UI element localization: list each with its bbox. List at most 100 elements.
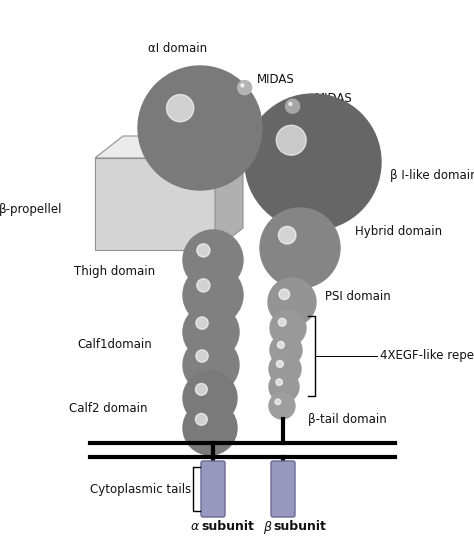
Circle shape bbox=[275, 339, 294, 358]
Circle shape bbox=[166, 94, 194, 122]
Circle shape bbox=[185, 232, 239, 286]
Circle shape bbox=[288, 102, 296, 110]
Circle shape bbox=[241, 84, 247, 90]
Circle shape bbox=[184, 338, 237, 392]
Circle shape bbox=[241, 84, 246, 89]
Text: PSI domain: PSI domain bbox=[325, 291, 391, 303]
Circle shape bbox=[295, 144, 302, 151]
Circle shape bbox=[275, 359, 291, 375]
Circle shape bbox=[274, 285, 306, 316]
Circle shape bbox=[204, 251, 210, 257]
Circle shape bbox=[186, 233, 237, 285]
Circle shape bbox=[288, 236, 296, 244]
Circle shape bbox=[237, 80, 252, 94]
Circle shape bbox=[274, 358, 293, 377]
Text: β-tail domain: β-tail domain bbox=[308, 414, 387, 427]
Circle shape bbox=[270, 354, 300, 384]
Circle shape bbox=[195, 413, 219, 437]
Circle shape bbox=[138, 66, 262, 190]
Polygon shape bbox=[215, 136, 243, 250]
Circle shape bbox=[189, 407, 227, 445]
Circle shape bbox=[201, 389, 209, 397]
Circle shape bbox=[280, 364, 283, 367]
Text: β: β bbox=[263, 521, 271, 534]
Circle shape bbox=[279, 363, 285, 369]
Circle shape bbox=[276, 340, 292, 356]
Circle shape bbox=[195, 242, 225, 272]
Circle shape bbox=[258, 107, 360, 210]
Circle shape bbox=[201, 354, 212, 366]
Circle shape bbox=[164, 92, 220, 148]
Circle shape bbox=[196, 278, 223, 305]
Circle shape bbox=[188, 376, 229, 417]
Circle shape bbox=[269, 393, 295, 419]
Circle shape bbox=[282, 131, 323, 172]
Circle shape bbox=[278, 318, 286, 326]
Circle shape bbox=[238, 81, 251, 94]
Circle shape bbox=[155, 83, 236, 164]
Circle shape bbox=[191, 379, 226, 414]
Circle shape bbox=[291, 104, 292, 105]
Circle shape bbox=[195, 382, 219, 407]
Circle shape bbox=[242, 85, 245, 88]
Circle shape bbox=[191, 312, 227, 348]
Circle shape bbox=[289, 102, 295, 109]
Circle shape bbox=[195, 414, 207, 426]
Circle shape bbox=[276, 379, 283, 386]
Circle shape bbox=[275, 379, 289, 392]
Circle shape bbox=[198, 245, 219, 266]
Circle shape bbox=[274, 338, 296, 360]
Circle shape bbox=[199, 417, 212, 430]
Circle shape bbox=[277, 287, 301, 312]
Circle shape bbox=[242, 85, 245, 87]
Circle shape bbox=[274, 377, 291, 394]
Circle shape bbox=[193, 347, 224, 377]
Circle shape bbox=[186, 268, 237, 320]
Circle shape bbox=[273, 396, 290, 414]
Circle shape bbox=[197, 244, 221, 268]
Circle shape bbox=[271, 281, 311, 322]
Circle shape bbox=[277, 126, 331, 180]
Circle shape bbox=[239, 82, 250, 93]
Circle shape bbox=[201, 322, 210, 331]
Circle shape bbox=[193, 314, 224, 345]
Circle shape bbox=[283, 232, 303, 252]
Circle shape bbox=[197, 244, 210, 257]
Circle shape bbox=[196, 350, 208, 362]
Circle shape bbox=[241, 84, 246, 90]
Circle shape bbox=[271, 335, 300, 364]
Circle shape bbox=[183, 401, 237, 455]
Circle shape bbox=[191, 238, 230, 277]
Circle shape bbox=[278, 402, 282, 406]
Circle shape bbox=[279, 227, 311, 259]
Circle shape bbox=[290, 104, 292, 106]
Circle shape bbox=[197, 279, 221, 303]
Circle shape bbox=[275, 224, 316, 264]
Circle shape bbox=[240, 83, 248, 91]
Circle shape bbox=[242, 85, 245, 89]
Circle shape bbox=[192, 381, 222, 410]
Circle shape bbox=[185, 373, 234, 422]
Text: β-propellel: β-propellel bbox=[0, 204, 62, 217]
Circle shape bbox=[268, 278, 316, 326]
Circle shape bbox=[288, 101, 297, 110]
Text: subunit: subunit bbox=[273, 521, 326, 534]
Circle shape bbox=[198, 319, 215, 336]
Circle shape bbox=[273, 313, 301, 342]
Circle shape bbox=[288, 102, 295, 109]
Circle shape bbox=[289, 103, 292, 105]
Circle shape bbox=[274, 123, 336, 184]
Circle shape bbox=[289, 103, 294, 107]
Circle shape bbox=[190, 310, 229, 350]
Circle shape bbox=[263, 211, 335, 283]
Circle shape bbox=[192, 313, 225, 346]
Circle shape bbox=[203, 285, 212, 294]
Circle shape bbox=[184, 231, 241, 288]
Circle shape bbox=[276, 361, 289, 373]
Circle shape bbox=[186, 374, 232, 420]
Circle shape bbox=[205, 287, 208, 290]
Circle shape bbox=[281, 321, 290, 329]
Circle shape bbox=[205, 252, 208, 255]
Circle shape bbox=[201, 419, 209, 427]
Circle shape bbox=[145, 73, 251, 179]
